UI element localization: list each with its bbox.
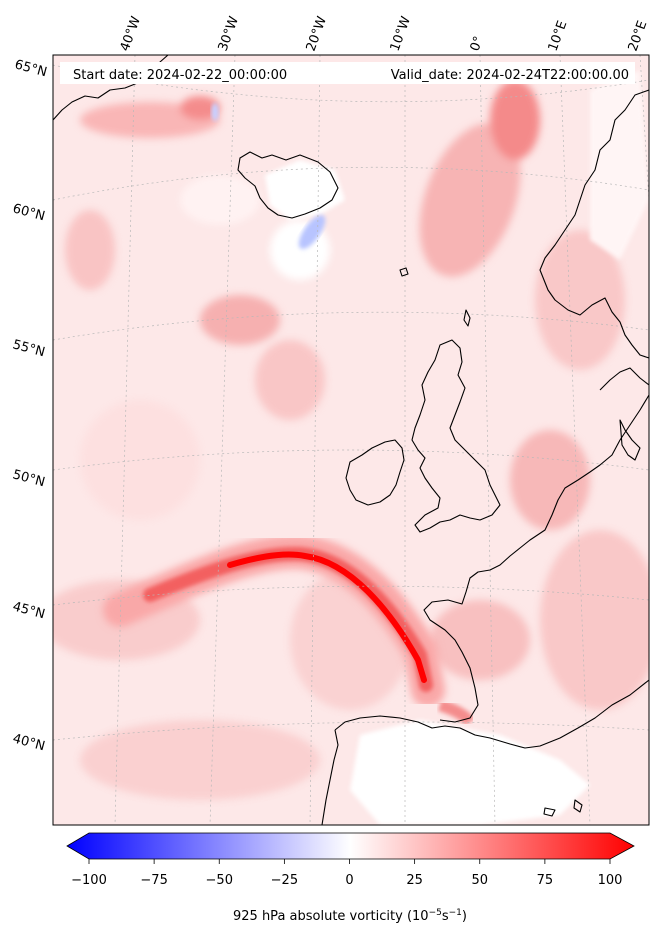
colorbar-tick-label: 50 [471,873,488,888]
start-date-label: Start date: 2024-02-22_00:00:00 [73,68,287,83]
frontal-vorticity-band [103,534,475,726]
corsica-coast [573,799,583,813]
colorbar-tick-label: 25 [406,873,423,888]
ireland-coast [345,439,405,506]
colorbar-tick-label: −25 [271,873,298,888]
europe-mainland-coast [423,394,649,723]
shetland-islands [463,309,471,327]
lat-label: 40°N [11,731,47,754]
baltic-coast [599,367,649,391]
colorbar-tick-label: −100 [71,873,107,888]
colorbar-ticks: −100 −75 −50 −25 0 25 50 75 100 [71,859,622,888]
colorbar-tick-label: −50 [206,873,233,888]
portugal-coast [321,729,339,825]
lat-label: 55°N [11,337,47,360]
lat-label: 60°N [11,201,47,224]
vorticity-field-patches [53,80,649,800]
lat-label: 45°N [11,599,47,622]
coastlines [53,55,649,825]
lon-label: 40°W [118,14,144,53]
latitude-labels: 65°N 60°N 55°N 50°N 45°N 40°N [11,57,49,754]
header-background [60,62,635,84]
map-frame [52,54,650,826]
longitude-labels: 40°W 30°W 20°W 10°W 0° 10°E 20°E [118,14,651,53]
graticule [53,55,649,825]
lon-label: 30°W [216,14,242,53]
colorbar-tick-label: 100 [598,873,623,888]
denmark-coast [619,419,641,461]
valid-date-label: Valid_date: 2024-02-24T22:00:00.00 [391,68,629,83]
lon-label: 20°W [304,14,330,53]
scandinavia-coast [539,89,649,359]
mallorca-coast [543,807,556,817]
faroe-islands [399,267,409,277]
colorbar-bar [66,832,635,860]
colorbar-tick-label: 0 [345,873,353,888]
low-vorticity-areas [265,70,649,825]
lon-label: 20°E [626,19,651,54]
map-panel [53,55,649,825]
negative-vorticity-patch [298,214,326,250]
lat-label: 50°N [11,467,47,490]
negative-vorticity-patch-small [211,103,219,121]
lon-label: 0° [468,34,487,53]
colorbar-tick-label: 75 [537,873,554,888]
iceland-coast [237,151,339,219]
iberia-coast [334,679,649,749]
lon-label: 10°W [388,14,414,53]
colorbar-tick-label: −75 [140,873,167,888]
colorbar-label: 925 hPa absolute vorticity (10−5s−1) [233,908,467,924]
lon-label: 10°E [546,19,571,54]
colorbar: −100 −75 −50 −25 0 25 50 75 100 925 hPa absolute… [66,832,635,924]
lat-label: 65°N [13,57,49,80]
scotland-coast [411,339,501,533]
